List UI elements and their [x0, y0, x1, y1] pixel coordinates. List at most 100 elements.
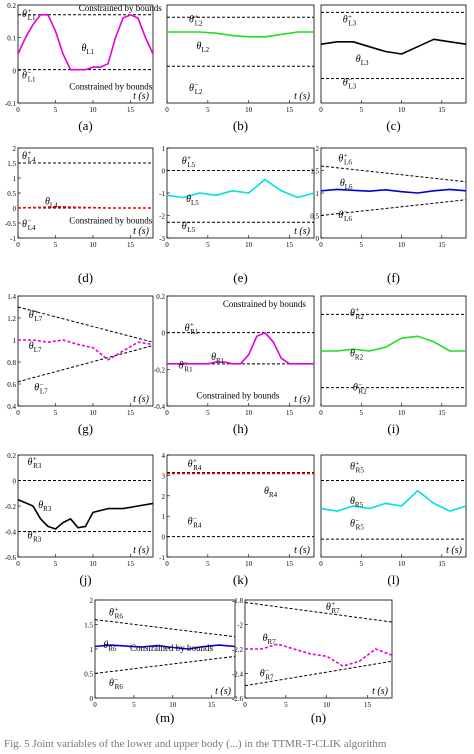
axes-frame [320, 4, 467, 104]
x-tick-label: 5 [360, 560, 364, 568]
x-tick-label: 10 [245, 106, 253, 114]
upper-bound-line [320, 165, 467, 183]
y-tick-label: -2 [237, 622, 243, 630]
x-tick-label: 5 [206, 241, 210, 249]
y-tick-label: 0.2 [156, 293, 165, 301]
x-tick-label: 10 [245, 409, 253, 417]
y-tick-label: 0 [13, 205, 17, 213]
x-tick-label: 0 [165, 560, 169, 568]
x-tick-label: 0 [16, 241, 20, 249]
series-label: θR6 [103, 640, 117, 653]
y-tick-label: 0.5 [310, 213, 319, 221]
x-axis-label: t (s) [215, 686, 232, 697]
y-tick-label: 1.4 [7, 293, 16, 301]
subplot-2: 0 5 10 15t (s) θ+ L2 θ− L2 θL2 (b) [165, 4, 315, 133]
y-tick-label: 1 [13, 337, 17, 345]
x-tick-label: 15 [438, 241, 446, 249]
series-line [320, 489, 467, 512]
y-tick-label: 0 [90, 695, 94, 703]
annotation-constrained-by-bounds: Constrained by bounds [79, 3, 162, 13]
x-tick-label: 0 [16, 409, 20, 417]
axes-frame [320, 454, 467, 558]
y-tick-label: 0.4 [7, 403, 16, 411]
x-tick-label: 0 [319, 409, 323, 417]
x-tick-label: 0 [319, 106, 323, 114]
subplot-8: -0.4 -0.2 0 0.2 0 5 10 15t (s) θ+ R1 θ− R1 θR1 Constr… [154, 293, 315, 436]
x-tick-label: 0 [165, 106, 169, 114]
series-label: θR2 [350, 349, 364, 362]
subplot-caption: (b) [233, 118, 248, 133]
upper-bound-label: θ+ L5 [182, 154, 196, 169]
subplot-4: -1 -0.5 0 0.5 1 1.5 2 0 5 10 15 t (s) θ+ L4 θ− L4 θL4 Con… [5, 145, 154, 285]
y-tick-label: 2 [13, 145, 17, 153]
x-tick-label: 15 [127, 409, 135, 417]
x-tick-label: 10 [323, 701, 331, 709]
x-tick-label: 10 [90, 560, 98, 568]
series-label: θL4 [45, 197, 58, 210]
y-tick-label: -0.2 [154, 366, 166, 374]
x-tick-label: 10 [398, 560, 406, 568]
x-tick-label: 15 [127, 560, 135, 568]
lower-bound-label: θ− L1 [22, 69, 36, 84]
y-tick-label: 0.5 [7, 190, 16, 198]
subplot-7: 0.4 0.6 0.8 1 1.2 1.4 0 5 10 15 t (s) θ+ L7 θ− L7 θL7 (g… [7, 293, 154, 436]
axes-frame [244, 599, 393, 699]
x-tick-label: 5 [54, 241, 58, 249]
x-tick-label: 10 [398, 409, 406, 417]
x-axis-label: t (s) [446, 545, 463, 556]
y-tick-label: 3 [162, 472, 166, 480]
y-tick-label: -1 [159, 190, 165, 198]
subplot-caption: (l) [387, 572, 399, 587]
axes-frame [17, 295, 154, 407]
series-line [320, 38, 467, 55]
y-tick-label: -1 [10, 235, 16, 243]
y-tick-label: 0.2 [7, 2, 16, 10]
y-tick-label: 1 [162, 145, 166, 153]
subplot-10: -0.6 -0.4 -0.2 0 0.2 0 5 10 15 t (s) θ+ R3 θ− R3 θR3 (j… [5, 452, 154, 587]
y-tick-label: -2.4 [232, 671, 244, 679]
x-axis-label: t (s) [294, 226, 311, 237]
x-tick-label: 5 [132, 701, 136, 709]
y-tick-label: 0.5 [84, 671, 93, 679]
series-label: θR4 [264, 486, 278, 499]
x-tick-label: 10 [245, 560, 253, 568]
upper-bound-label: θ+ R3 [27, 455, 41, 470]
series-line [167, 331, 314, 365]
series-label: θL2 [196, 41, 209, 54]
y-tick-label: 0 [316, 235, 320, 243]
y-tick-label: 1 [13, 175, 17, 183]
subplot-caption: (n) [311, 710, 326, 725]
axes-frame [166, 454, 315, 558]
series-label: θL5 [186, 194, 199, 207]
upper-bound-label: θ+ R4 [188, 457, 202, 472]
subplot-caption: (d) [78, 270, 93, 285]
x-tick-label: 0 [16, 560, 20, 568]
y-tick-label: 1 [316, 190, 320, 198]
subplot-caption: (h) [233, 421, 248, 436]
y-tick-label: -0.6 [5, 554, 17, 562]
x-tick-label: 5 [360, 106, 364, 114]
x-tick-label: 0 [93, 701, 97, 709]
x-tick-label: 0 [319, 560, 323, 568]
x-tick-label: 5 [284, 701, 288, 709]
annotation-constrained-by-bounds: Constrained by bounds [196, 390, 279, 400]
series-line [321, 335, 466, 352]
series-label: θL7 [29, 341, 42, 354]
x-tick-label: 5 [206, 560, 210, 568]
x-axis-label: t (s) [294, 545, 311, 556]
y-tick-label: -3 [159, 235, 165, 243]
upper-bound-line [94, 619, 236, 638]
x-tick-label: 15 [438, 560, 446, 568]
subplot-12: 0 5 10 15t (s) θ+ R5 θ− R5 θR5 (l) [319, 454, 467, 587]
subplot-caption: (a) [78, 118, 92, 133]
series-line [166, 178, 315, 199]
x-axis-label: t (s) [133, 226, 150, 237]
series-label: θL6 [340, 178, 353, 191]
y-tick-label: 1 [162, 513, 166, 521]
subplot-caption: (j) [79, 572, 91, 587]
series-line [18, 339, 154, 361]
x-tick-label: 15 [127, 106, 135, 114]
y-tick-label: 0 [13, 478, 17, 486]
